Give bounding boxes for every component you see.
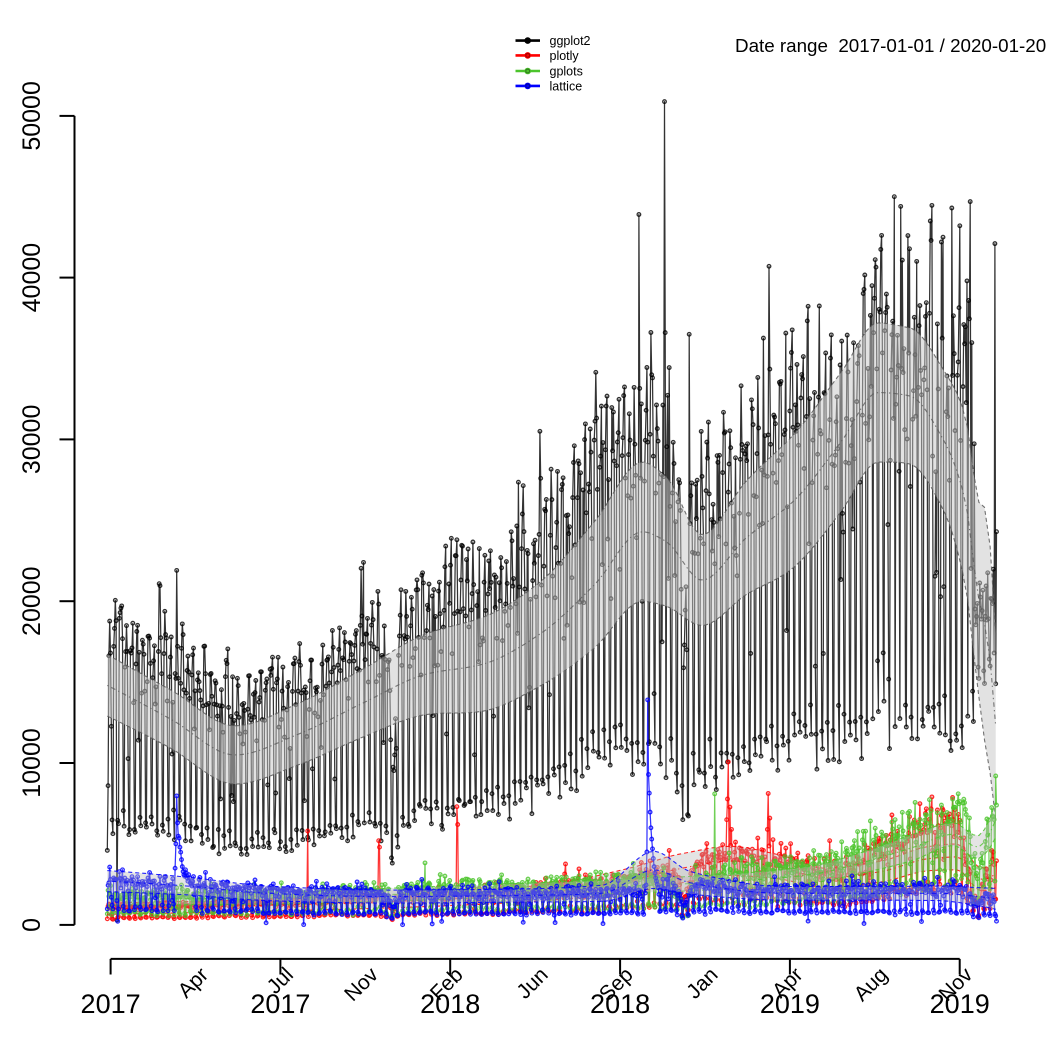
svg-text:ggplot2: ggplot2: [550, 34, 591, 48]
svg-text:10000: 10000: [18, 728, 46, 798]
svg-text:2019: 2019: [760, 989, 820, 1019]
svg-text:50000: 50000: [18, 81, 46, 151]
svg-text:2019: 2019: [930, 989, 990, 1019]
svg-text:30000: 30000: [18, 405, 46, 475]
svg-text:gplots: gplots: [550, 64, 583, 78]
svg-text:2018: 2018: [420, 989, 480, 1019]
svg-text:40000: 40000: [18, 243, 46, 313]
svg-text:2017: 2017: [250, 989, 310, 1019]
svg-text:2018: 2018: [590, 989, 650, 1019]
svg-text:20000: 20000: [18, 566, 46, 636]
svg-text:Date range 2017-01-01 / 2020-: Date range 2017-01-01 / 2020-01-20: [735, 35, 1046, 56]
svg-text:2017: 2017: [81, 989, 141, 1019]
svg-text:plotly: plotly: [550, 49, 580, 63]
svg-text:0: 0: [18, 918, 46, 932]
svg-text:lattice: lattice: [550, 79, 583, 93]
